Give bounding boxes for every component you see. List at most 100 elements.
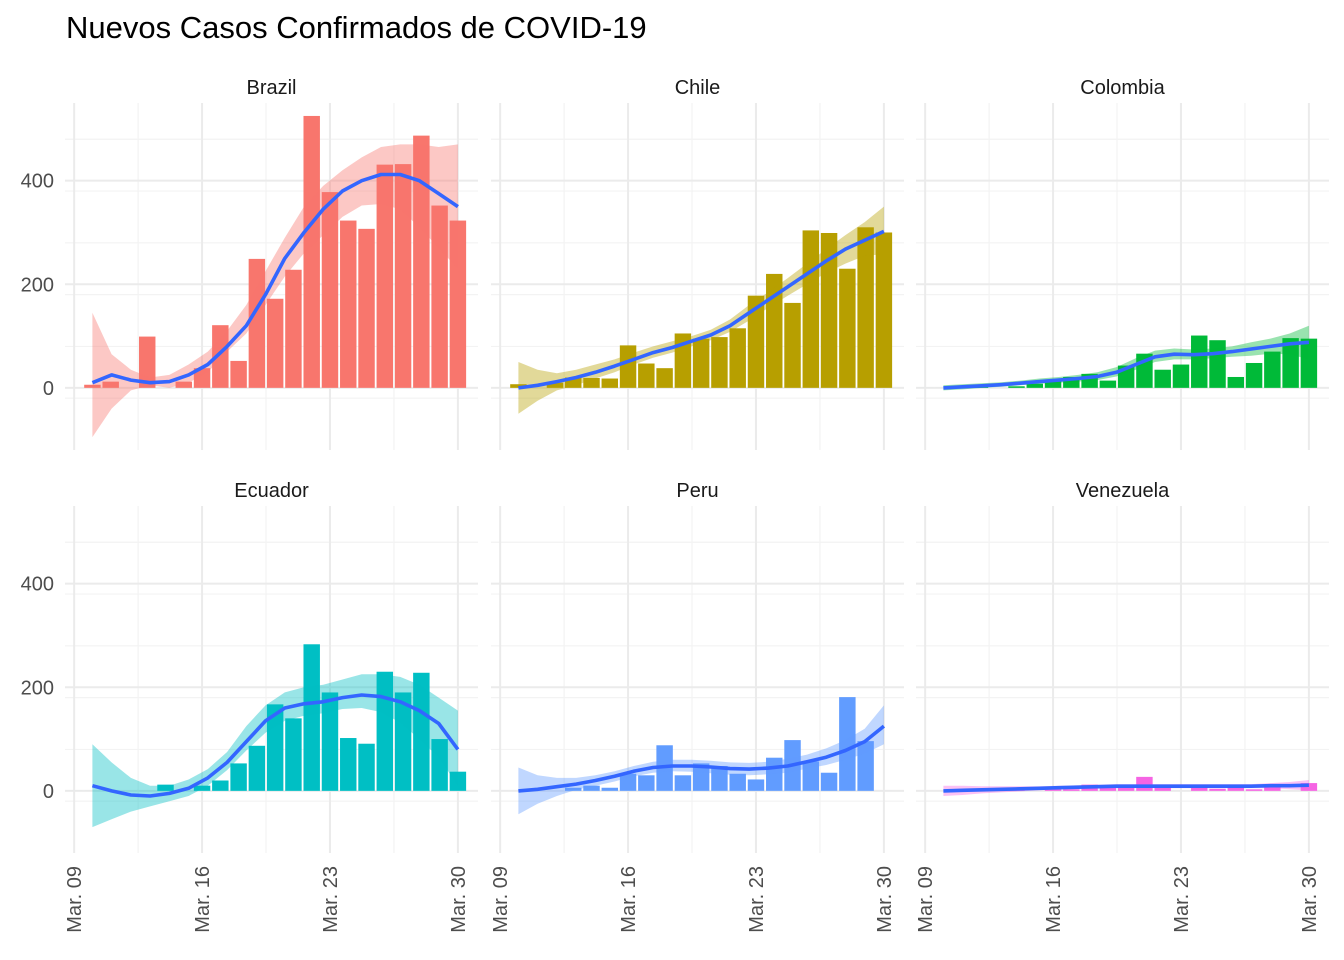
x-tick-label: Mar. 16	[1043, 866, 1065, 933]
bar-venezuela-2020-03-19	[1099, 787, 1117, 791]
smooth-line-colombia	[943, 340, 1310, 390]
bar-colombia-2020-03-30	[1300, 338, 1318, 388]
confidence-band-colombia	[943, 325, 1309, 391]
x-tick-label: Mar. 16	[618, 866, 640, 933]
bar-chile-2020-03-16	[619, 345, 637, 388]
bar-ecuador-2020-03-22	[303, 644, 320, 791]
bar-ecuador-2020-03-30	[449, 771, 467, 791]
bar-chile-2020-03-29	[857, 227, 874, 388]
bar-venezuela-2020-03-26	[1227, 787, 1245, 791]
bar-colombia-2020-03-24	[1191, 335, 1208, 388]
bar-venezuela-2020-03-17	[1063, 789, 1080, 791]
bar-peru-2020-03-21	[711, 765, 728, 791]
panel-peru: Peru Mar. 09 Mar. 16 Mar. 23 Mar. 30	[490, 480, 904, 933]
bar-ecuador-2020-03-28	[413, 672, 430, 791]
bar-brazil-2020-03-29	[431, 205, 448, 388]
bar-brazil-2020-03-17	[212, 325, 229, 388]
bar-ecuador-2020-03-26	[376, 671, 394, 791]
bar-ecuador-2020-03-14	[157, 784, 174, 791]
bar-brazil-2020-03-19	[248, 258, 266, 388]
bar-chile-2020-03-12	[546, 382, 564, 388]
bar-ecuador-2020-03-29	[431, 739, 448, 791]
bar-peru-2020-03-28	[839, 697, 856, 791]
bar-venezuela-2020-03-20	[1117, 787, 1135, 791]
x-tick-label: Mar. 30	[874, 866, 896, 933]
y-tick-label: 400	[21, 171, 54, 193]
bar-brazil-2020-03-22	[303, 115, 320, 388]
bar-chile-2020-03-15	[601, 378, 619, 388]
bar-ecuador-2020-03-16	[193, 785, 211, 791]
smooth-line-peru	[518, 724, 886, 793]
panel-ecuador: Ecuador 0 200 400 Mar. 09 Mar. 16 Mar. 23 Mar. …	[21, 480, 478, 933]
bar-colombia-2020-03-23	[1172, 364, 1190, 388]
x-tick-label: Mar. 23	[320, 866, 342, 933]
x-tick-label: Mar. 23	[1171, 866, 1193, 933]
bar-brazil-2020-03-18	[230, 360, 247, 388]
bar-colombia-2020-03-17	[1063, 376, 1080, 388]
bar-colombia-2020-03-28	[1264, 351, 1281, 388]
bar-colombia-2020-03-14	[1008, 386, 1025, 388]
facet-label-colombia: Colombia	[1080, 77, 1165, 99]
bar-venezuela-2020-03-22	[1154, 785, 1171, 791]
facet-label-venezuela: Venezuela	[1076, 480, 1170, 502]
panel-venezuela: Venezuela Mar. 09 Mar. 16 Mar. 23 Mar. 30	[915, 480, 1329, 933]
bar-peru-2020-03-20	[692, 763, 710, 791]
bar-chile-2020-03-14	[583, 378, 600, 388]
bar-ecuador-2020-03-24	[340, 738, 357, 791]
x-tick-label: Mar. 30	[448, 866, 470, 933]
y-tick-label: 200	[21, 274, 54, 296]
bar-chile-2020-03-23	[747, 295, 765, 388]
chart-title: Nuevos Casos Confirmados de COVID-19	[66, 10, 647, 45]
bar-ecuador-2020-03-21	[285, 718, 302, 791]
bar-peru-2020-03-27	[820, 772, 838, 791]
bar-brazil-2020-03-28	[413, 135, 430, 388]
bar-peru-2020-03-17	[638, 775, 655, 791]
bar-colombia-2020-03-16	[1044, 379, 1062, 388]
bar-venezuela-2020-03-24	[1191, 787, 1208, 791]
bar-chile-2020-03-22	[729, 328, 746, 388]
bar-brazil-2020-03-26	[376, 164, 394, 388]
y-tick-label: 400	[21, 574, 54, 596]
bar-venezuela-2020-03-27	[1245, 789, 1263, 791]
bar-chile-2020-03-25	[784, 302, 801, 388]
y-tick-label: 200	[21, 677, 54, 699]
bar-ecuador-2020-03-23	[321, 692, 339, 791]
bar-brazil-2020-03-25	[358, 228, 375, 388]
smooth-line-brazil	[91, 172, 459, 385]
bar-ecuador-2020-03-17	[212, 780, 229, 791]
bar-chile-2020-03-10	[510, 384, 527, 388]
y-tick-label: 0	[43, 781, 54, 803]
bar-colombia-2020-03-27	[1245, 362, 1263, 388]
x-tick-label: Mar. 16	[192, 866, 214, 933]
bar-venezuela-2020-03-21	[1136, 776, 1153, 791]
bar-chile-2020-03-28	[839, 268, 856, 388]
confidence-band-brazil	[92, 144, 458, 438]
bar-venezuela-2020-03-28	[1264, 785, 1281, 791]
bar-ecuador-2020-03-19	[248, 745, 266, 791]
bar-brazil-2020-03-27	[394, 164, 412, 388]
bar-chile-2020-03-17	[638, 363, 655, 388]
bar-chile-2020-03-30	[875, 232, 893, 388]
bar-peru-2020-03-13	[565, 787, 582, 791]
bar-colombia-2020-03-29	[1282, 338, 1299, 388]
panel-chile: Chile	[491, 77, 904, 450]
bar-peru-2020-03-26	[802, 761, 820, 791]
bar-colombia-2020-03-26	[1227, 376, 1245, 388]
bar-peru-2020-03-14	[583, 785, 600, 791]
smooth-line-venezuela	[943, 783, 1309, 793]
bar-chile-2020-03-26	[802, 230, 820, 388]
bar-peru-2020-03-22	[729, 773, 746, 791]
x-tick-label: Mar. 23	[746, 866, 768, 933]
bar-chile-2020-03-21	[711, 337, 728, 388]
bar-brazil-2020-03-15	[175, 381, 193, 388]
bar-brazil-2020-03-20	[266, 298, 284, 388]
bar-chile-2020-03-24	[766, 273, 783, 388]
bar-colombia-2020-03-15	[1026, 383, 1044, 388]
bar-ecuador-2020-03-25	[358, 743, 375, 791]
confidence-band-chile	[518, 206, 884, 414]
facet-label-brazil: Brazil	[246, 77, 296, 99]
bar-brazil-2020-03-10	[84, 384, 101, 388]
bar-brazil-2020-03-16	[193, 368, 211, 388]
bar-ecuador-2020-03-27	[394, 692, 412, 791]
